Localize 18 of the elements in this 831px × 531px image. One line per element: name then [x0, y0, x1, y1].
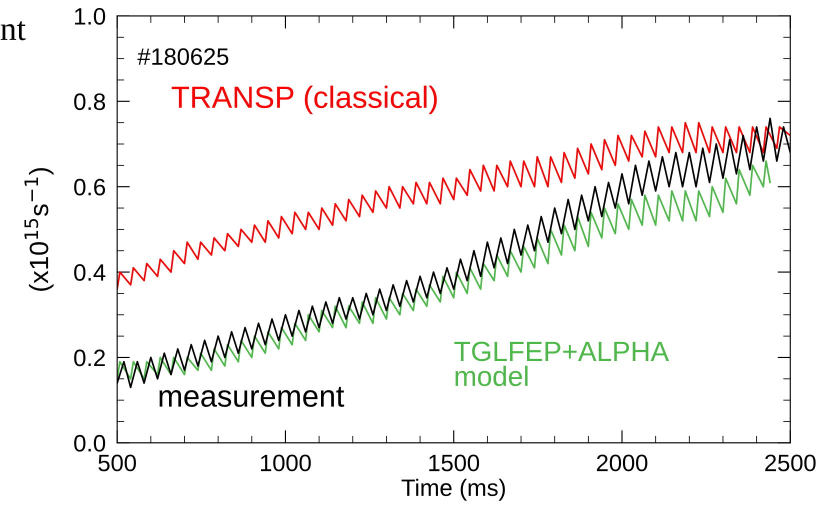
y-axis-title: (x10$^{15}$s$^{−1}$): [24, 168, 54, 291]
y-tick-label: 0.0: [74, 434, 106, 452]
y-tick-label: 0.8: [74, 93, 106, 110]
y-tick-label: 0.4: [74, 264, 106, 281]
annotation: #180625: [137, 48, 228, 65]
text: nt: [0, 21, 26, 40]
y-tick-label: 1.0: [75, 8, 106, 25]
x-tick-label: 2500: [765, 454, 816, 472]
text: TRANSP (classical): [172, 86, 437, 114]
y-tick-label: 0.2: [74, 350, 105, 366]
y-tick-label: 0.6: [74, 178, 106, 196]
x-axis-title: Time (ms): [402, 478, 505, 501]
x-tick-label: 500: [98, 454, 136, 472]
x-tick-label: 1000: [260, 454, 311, 472]
series-label: measurement: [160, 386, 344, 407]
series-label: TGLFEP+ALPHA model: [454, 342, 670, 386]
x-tick-label: 2000: [596, 454, 648, 472]
x-tick-label: 1500: [429, 454, 480, 472]
